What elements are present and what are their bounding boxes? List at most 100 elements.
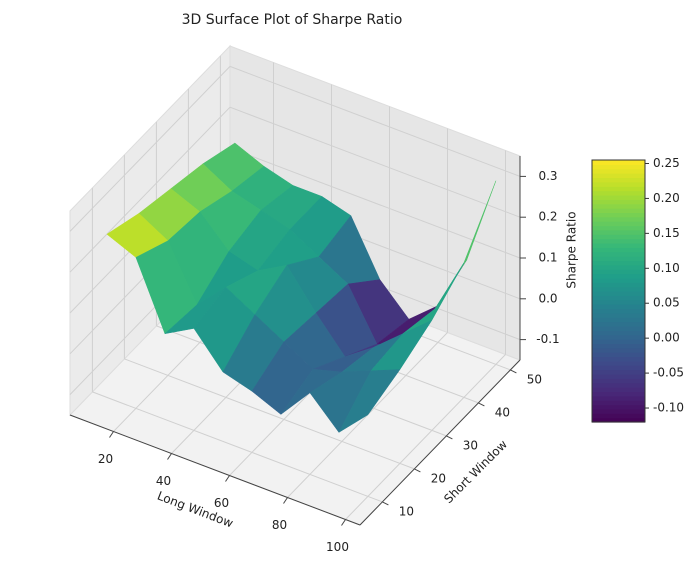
colorbar-segment <box>592 199 645 205</box>
colorbar-segment <box>592 269 645 275</box>
y-tick <box>478 402 485 407</box>
colorbar-segment <box>592 369 645 375</box>
colorbar-segment <box>592 373 645 379</box>
colorbar-segment <box>592 234 645 240</box>
colorbar-tick-label: 0.10 <box>653 261 680 275</box>
colorbar-tick-label: -0.05 <box>653 366 684 380</box>
colorbar-segment <box>592 251 645 257</box>
colorbar-segment <box>592 264 645 270</box>
y-tick-label: 10 <box>399 504 414 518</box>
y-tick <box>382 501 389 506</box>
x-tick <box>341 519 346 526</box>
colorbar-frame <box>591 159 646 423</box>
grid-line <box>345 354 506 520</box>
y-tick <box>414 468 421 473</box>
colorbar-segment <box>592 404 645 410</box>
colorbar-segment <box>592 286 645 292</box>
colorbar-segment <box>592 221 645 227</box>
colorbar-segment <box>592 216 645 222</box>
colorbar-segment <box>592 365 645 371</box>
colorbar-segment <box>592 352 645 358</box>
colorbar-segment <box>592 225 645 231</box>
colorbar-segment <box>592 256 645 262</box>
colorbar-segment <box>592 325 645 331</box>
colorbar-segment <box>592 339 645 344</box>
chart-title: 3D Surface Plot of Sharpe Ratio <box>182 12 403 28</box>
colorbar-segment <box>592 347 645 353</box>
x-tick <box>167 453 172 460</box>
grid-line <box>69 66 231 232</box>
colorbar-segment <box>592 229 645 235</box>
colorbar-segment <box>592 173 645 179</box>
colorbar-segment <box>592 190 645 196</box>
colorbar-segment <box>592 308 645 314</box>
z-tick-label: 0.1 <box>538 251 557 265</box>
colorbar-segment <box>592 330 645 336</box>
x-tick-label: 20 <box>98 452 113 466</box>
colorbar-segment <box>592 247 645 253</box>
colorbar-segment <box>592 317 645 323</box>
colorbar-tick-label: 0.25 <box>653 156 680 170</box>
colorbar-segment <box>592 242 645 248</box>
colorbar-segment <box>592 208 645 213</box>
y-tick-label: 40 <box>495 405 510 419</box>
y-tick <box>510 369 517 374</box>
x-tick-label: 60 <box>214 496 229 510</box>
grid-line <box>229 65 521 177</box>
z-axis-label: Sharpe Ratio <box>565 211 579 288</box>
colorbar-segment <box>592 334 645 340</box>
colorbar-segment <box>592 343 645 349</box>
colorbar-segment <box>592 400 645 406</box>
colorbar-tick-label: 0.05 <box>653 296 680 310</box>
surface-patch <box>338 369 401 434</box>
colorbar-segment <box>592 413 645 419</box>
colorbar-segment <box>592 378 645 384</box>
grid-line <box>124 358 415 470</box>
grid-line <box>229 147 521 259</box>
x-tick-label: 80 <box>272 518 287 532</box>
colorbar-tick-label: 0.20 <box>653 191 680 205</box>
x-tick <box>283 497 288 504</box>
colorbar-segment <box>592 295 645 301</box>
x-tick-label: 100 <box>326 540 349 554</box>
colorbar-segment <box>592 164 645 170</box>
x-tick <box>109 431 114 438</box>
z-tick-label: 0.0 <box>538 291 557 305</box>
colorbar-segment <box>592 238 645 244</box>
colorbar-segment <box>592 186 645 192</box>
colorbar-segment <box>592 181 645 187</box>
colorbar-segment <box>592 312 645 318</box>
z-tick-label: 0.3 <box>538 169 557 183</box>
colorbar-segment <box>592 203 645 209</box>
colorbar-segment <box>592 304 645 310</box>
colorbar-segment <box>592 417 645 423</box>
colorbar-segment <box>592 212 645 218</box>
y-tick <box>446 435 453 440</box>
z-tick-label: 0.2 <box>538 210 557 224</box>
colorbar-segment <box>592 273 645 279</box>
colorbar-segment <box>592 168 645 174</box>
colorbar-segment <box>592 360 645 366</box>
axis-line <box>69 414 361 526</box>
axis-line <box>359 359 521 526</box>
colorbar-tick-label: 0.00 <box>653 331 680 345</box>
y-tick-label: 20 <box>431 471 446 485</box>
colorbar-segment <box>592 177 645 183</box>
colorbar-segment <box>592 282 645 288</box>
grid-line <box>92 391 383 503</box>
y-tick-label: 50 <box>527 372 542 386</box>
colorbar-segment <box>592 356 645 362</box>
colorbar-segment <box>592 299 645 305</box>
z-tick-label: -0.1 <box>536 332 559 346</box>
colorbar-tick-label: -0.10 <box>653 401 684 415</box>
colorbar-segment <box>592 321 645 327</box>
grid-line <box>69 106 231 273</box>
colorbar-tick-label: 0.15 <box>653 226 680 240</box>
colorbar-segment <box>592 194 645 200</box>
colorbar-segment <box>592 387 645 393</box>
x-tick <box>225 475 230 482</box>
y-tick-label: 30 <box>463 438 478 452</box>
colorbar-segment <box>592 291 645 296</box>
colorbar-segment <box>592 277 645 283</box>
